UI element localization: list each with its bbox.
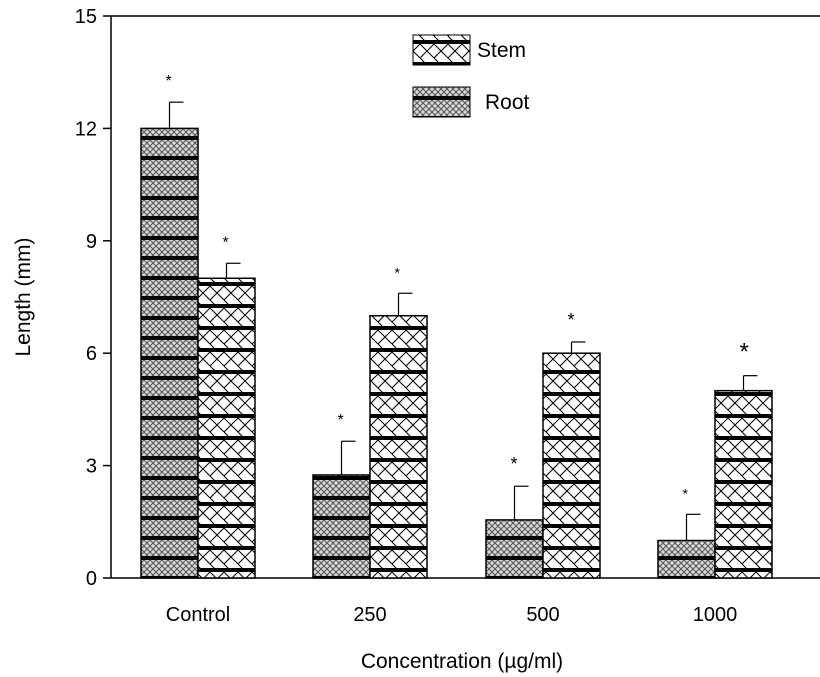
x-tick-label: 1000 <box>693 604 738 626</box>
legend: Stem Root <box>412 34 530 118</box>
y-tick-label: 0 <box>86 568 97 590</box>
y-tick-label: 9 <box>86 231 97 253</box>
y-tick-label: 3 <box>86 456 97 478</box>
significance-marker: * <box>166 73 172 90</box>
legend-label-stem: Stem <box>477 39 526 62</box>
y-tick-label: 15 <box>75 6 97 28</box>
significance-marker: * <box>683 485 689 501</box>
bar-stem-0 <box>197 277 256 579</box>
bars: * * * * * * * * <box>140 73 773 579</box>
bar-root-0 <box>140 127 199 579</box>
bar-stem-2 <box>542 352 601 579</box>
x-tick-label: Control <box>166 604 230 626</box>
significance-marker: * <box>395 264 401 280</box>
bar-stem-3 <box>714 389 773 579</box>
x-tick-label: 250 <box>353 604 386 626</box>
significance-marker: * <box>511 454 518 474</box>
bar-root-1 <box>312 474 371 579</box>
y-ticks: 0 3 6 9 12 15 <box>75 6 111 590</box>
x-tick-label: 500 <box>526 604 559 626</box>
legend-swatch-stem <box>412 34 471 66</box>
y-axis-title: Length (mm) <box>12 237 35 356</box>
significance-marker: * <box>338 412 344 429</box>
y-tick-label: 12 <box>75 118 97 140</box>
significance-marker: * <box>568 310 575 330</box>
bar-root-3 <box>657 539 716 579</box>
x-axis-title: Concentration (µg/ml) <box>361 650 563 673</box>
legend-label-root: Root <box>485 91 530 114</box>
significance-marker: * <box>223 234 229 251</box>
y-tick-label: 6 <box>86 343 97 365</box>
significance-marker: * <box>740 339 749 366</box>
bar-root-2 <box>485 519 544 579</box>
legend-swatch-root <box>412 86 471 118</box>
bar-stem-1 <box>369 314 428 579</box>
x-ticks: Control 250 500 1000 <box>166 604 737 626</box>
